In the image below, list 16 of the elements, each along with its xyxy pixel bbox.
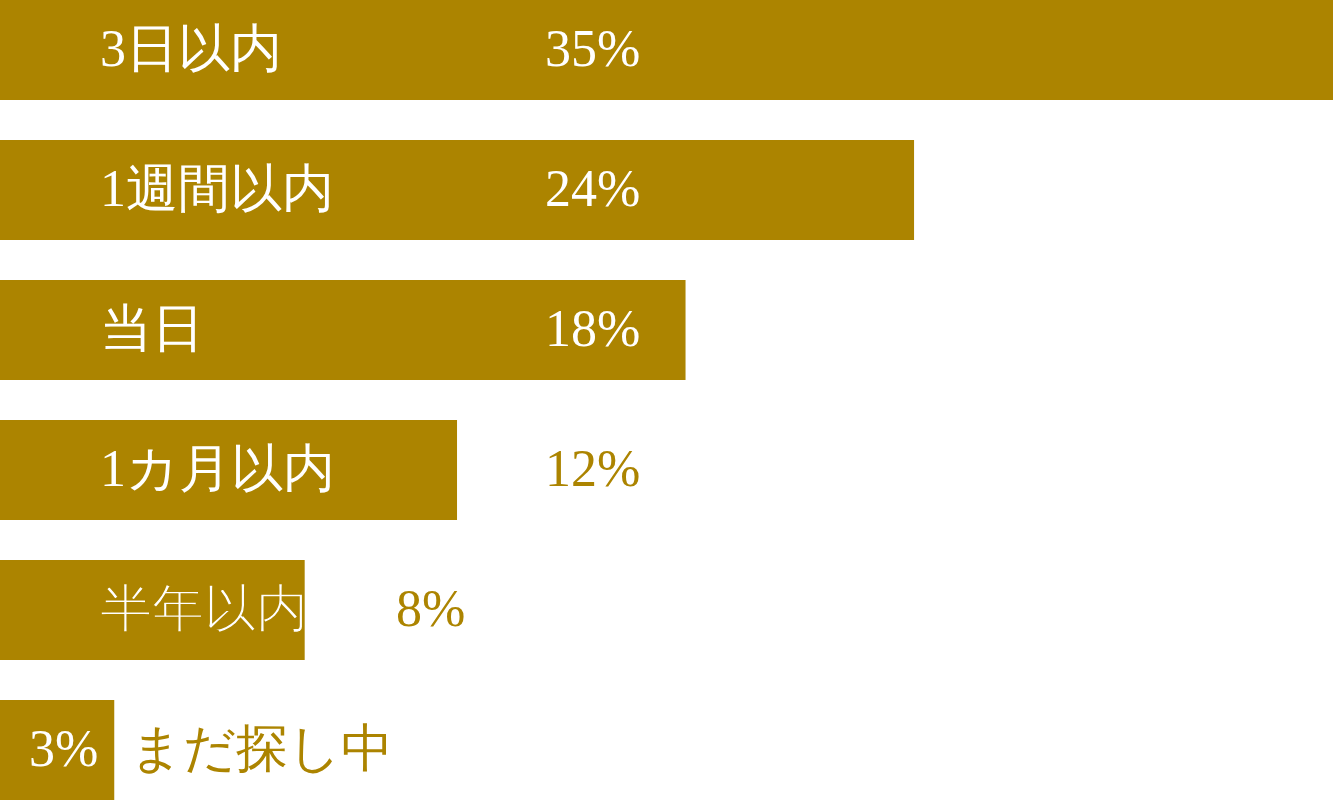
y-tick-label: 1カ月以内 bbox=[100, 440, 335, 497]
bar bbox=[0, 280, 686, 380]
y-tick-label: 1週間以内 bbox=[100, 160, 334, 217]
y-tick-label: 3日以内 bbox=[100, 20, 282, 77]
bar bbox=[0, 0, 1333, 100]
data-label: 8% bbox=[396, 580, 466, 637]
data-label: 18% bbox=[545, 300, 641, 357]
bar bbox=[0, 140, 915, 240]
data-label: 3% bbox=[28, 720, 99, 777]
y-tick-label: まだ探し中 bbox=[130, 720, 394, 777]
data-label: 24% bbox=[545, 160, 641, 217]
data-label: 35% bbox=[545, 20, 641, 77]
bar bbox=[0, 420, 458, 520]
bar bbox=[0, 700, 115, 800]
y-tick-label: 当日 bbox=[100, 300, 204, 357]
data-label: 12% bbox=[545, 440, 641, 497]
